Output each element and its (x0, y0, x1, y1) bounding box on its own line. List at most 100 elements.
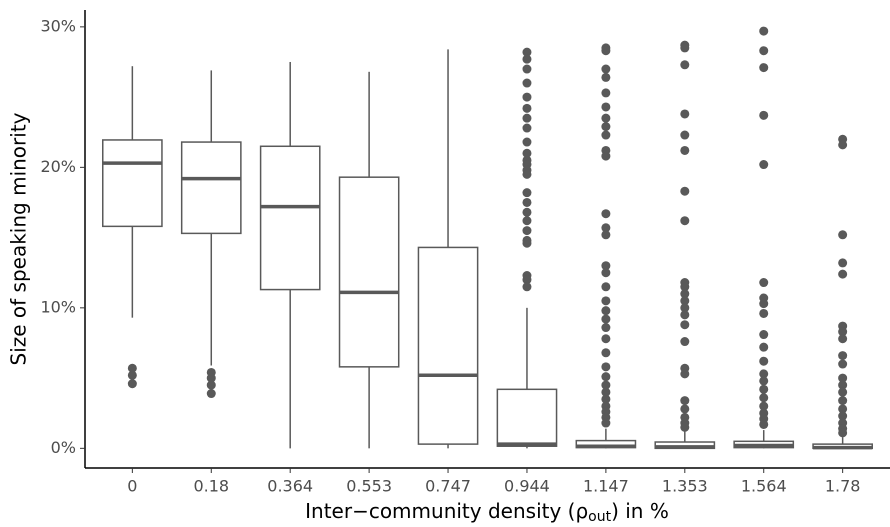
outlier (522, 137, 532, 147)
outlier (601, 323, 611, 333)
outlier (601, 102, 611, 112)
outlier (601, 268, 611, 278)
outlier (838, 359, 848, 369)
x-tick-label: 1.353 (662, 477, 708, 496)
outlier (522, 78, 532, 88)
box (496, 388, 558, 447)
outlier (838, 387, 848, 397)
outlier (759, 278, 769, 288)
outlier (601, 46, 611, 56)
outlier (601, 387, 611, 397)
outlier (838, 334, 848, 344)
x-tick-label: 0.553 (346, 477, 392, 496)
outlier (601, 372, 611, 382)
outlier (838, 140, 848, 150)
x-tick-label: 0 (127, 477, 137, 496)
outlier (522, 226, 532, 236)
y-tick-label: 0% (51, 438, 76, 457)
box (338, 176, 400, 368)
outlier (522, 103, 532, 113)
outlier (601, 282, 611, 292)
outlier (680, 43, 690, 53)
outlier (838, 396, 848, 406)
outlier (680, 289, 690, 299)
outlier (206, 389, 216, 399)
outlier (759, 419, 769, 429)
outlier (680, 404, 690, 414)
outlier (127, 379, 137, 389)
outlier (838, 230, 848, 240)
box (102, 139, 163, 228)
outlier (680, 109, 690, 119)
outlier (601, 261, 611, 271)
x-tick-label: 1.78 (825, 477, 861, 496)
outlier (759, 110, 769, 120)
outlier (601, 394, 611, 404)
outlier (127, 363, 137, 373)
y-tick-label: 30% (40, 16, 76, 35)
outlier (759, 356, 769, 366)
outlier (838, 327, 848, 337)
outlier (522, 64, 532, 74)
outlier (522, 216, 532, 226)
x-label-part: ) in % (611, 499, 669, 523)
outlier (127, 370, 137, 380)
outlier (601, 130, 611, 140)
outlier (522, 238, 532, 248)
outlier (522, 47, 532, 57)
outlier (680, 320, 690, 330)
outlier (838, 404, 848, 414)
outlier (601, 113, 611, 123)
outlier (759, 330, 769, 340)
outlier (838, 428, 848, 438)
outlier (680, 422, 690, 432)
outlier (601, 88, 611, 98)
outlier (838, 380, 848, 390)
outlier (680, 303, 690, 313)
outlier (601, 151, 611, 161)
outlier (522, 282, 532, 292)
outlier (680, 130, 690, 140)
y-tick-label: 10% (40, 297, 76, 316)
x-axis-label: Inter−community density (ρout) in % (305, 499, 669, 526)
outlier (601, 209, 611, 219)
x-tick-label: 0.944 (504, 477, 550, 496)
outlier (838, 269, 848, 279)
outlier (601, 418, 611, 428)
outlier (838, 411, 848, 421)
x-tick-label: 0.18 (193, 477, 229, 496)
outlier (522, 207, 532, 217)
y-tick-label: 20% (40, 157, 76, 176)
outlier (759, 308, 769, 318)
outlier (601, 362, 611, 372)
outlier (759, 342, 769, 352)
x-label-part: Inter−community density (ρ (305, 499, 588, 523)
outlier (601, 348, 611, 358)
outlier (522, 148, 532, 158)
outlier (522, 275, 532, 285)
outlier (680, 216, 690, 226)
outlier (759, 63, 769, 73)
outlier (522, 169, 532, 179)
box (180, 141, 242, 235)
x-label-sub: out (588, 509, 611, 525)
outlier (522, 188, 532, 198)
outlier (759, 299, 769, 309)
outlier (680, 369, 690, 379)
outlier (680, 310, 690, 320)
x-tick-label: 1.147 (583, 477, 629, 496)
outlier (680, 145, 690, 155)
outlier (206, 380, 216, 390)
outlier (601, 122, 611, 132)
y-axis-label: Size of speaking minority (7, 112, 31, 365)
x-tick-label: 1.564 (741, 477, 787, 496)
outlier (522, 113, 532, 123)
outlier (680, 396, 690, 406)
outlier (601, 230, 611, 240)
outlier (680, 60, 690, 70)
x-tick-label: 0.364 (267, 477, 313, 496)
outlier (838, 258, 848, 268)
outlier (680, 186, 690, 196)
outlier (601, 296, 611, 306)
